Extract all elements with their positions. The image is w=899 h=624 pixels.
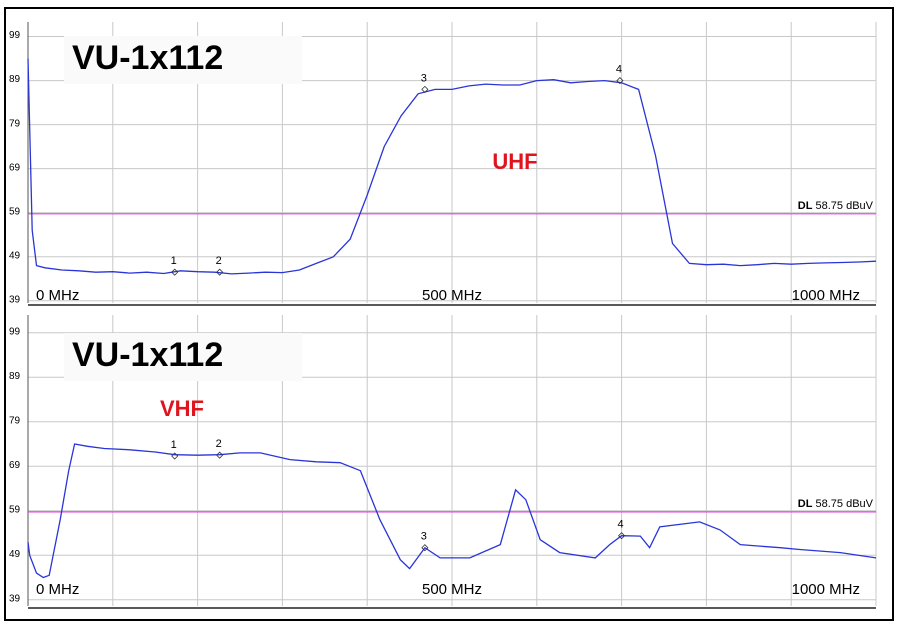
y-tick-label: 59 bbox=[9, 504, 21, 515]
reference-unit: dBuV bbox=[846, 200, 874, 212]
reference-name: DL bbox=[798, 498, 813, 510]
chart-title: VU-1x112 bbox=[72, 336, 223, 374]
y-tick-label: 49 bbox=[9, 549, 21, 560]
y-tick-label: 69 bbox=[9, 162, 21, 173]
y-tick-label: 79 bbox=[9, 118, 21, 129]
x-tick-label: 1000 MHz bbox=[792, 287, 860, 304]
marker-label: 2 bbox=[216, 255, 222, 267]
marker bbox=[616, 77, 624, 85]
trace bbox=[27, 443, 877, 579]
y-tick-label: 69 bbox=[9, 460, 21, 471]
x-tick-label: 500 MHz bbox=[422, 581, 482, 598]
reference-label: DL 58.75 dBuV bbox=[798, 200, 874, 212]
y-tick-label: 99 bbox=[9, 30, 21, 41]
reference-label: DL 58.75 dBuV bbox=[798, 498, 874, 510]
marker-label: 1 bbox=[171, 439, 177, 451]
y-tick-label: 79 bbox=[9, 415, 21, 426]
chart-title: VU-1x112 bbox=[72, 39, 223, 77]
reference-value: 58.75 bbox=[815, 498, 843, 510]
title-box bbox=[64, 333, 302, 381]
marker-label: 3 bbox=[421, 531, 427, 543]
marker bbox=[171, 452, 179, 460]
reference-unit: dBuV bbox=[846, 498, 874, 510]
y-tick-label: 39 bbox=[9, 294, 21, 305]
trace bbox=[27, 58, 877, 275]
frame bbox=[4, 7, 894, 621]
marker-label: 1 bbox=[171, 255, 177, 267]
title-box bbox=[64, 36, 302, 84]
y-tick-label: 89 bbox=[9, 74, 21, 85]
annotation: VHF bbox=[160, 396, 204, 421]
marker-label: 4 bbox=[616, 63, 622, 75]
y-tick-label: 99 bbox=[9, 326, 21, 337]
marker bbox=[421, 544, 429, 552]
marker bbox=[216, 268, 224, 276]
marker bbox=[216, 451, 224, 459]
y-tick-label: 49 bbox=[9, 250, 21, 261]
marker bbox=[421, 85, 429, 93]
marker bbox=[171, 268, 179, 276]
marker-label: 2 bbox=[216, 438, 222, 450]
y-tick-label: 59 bbox=[9, 206, 21, 217]
reference-value: 58.75 bbox=[815, 200, 843, 212]
x-tick-label: 500 MHz bbox=[422, 287, 482, 304]
x-tick-label: 1000 MHz bbox=[792, 581, 860, 598]
reference-name: DL bbox=[798, 200, 813, 212]
marker-label: 3 bbox=[421, 72, 427, 84]
x-tick-label: 0 MHz bbox=[36, 581, 79, 598]
marker bbox=[618, 532, 626, 540]
marker-label: 4 bbox=[618, 519, 624, 531]
y-tick-label: 89 bbox=[9, 371, 21, 382]
annotation: UHF bbox=[492, 149, 537, 174]
y-tick-label: 39 bbox=[9, 593, 21, 604]
x-tick-label: 0 MHz bbox=[36, 287, 79, 304]
